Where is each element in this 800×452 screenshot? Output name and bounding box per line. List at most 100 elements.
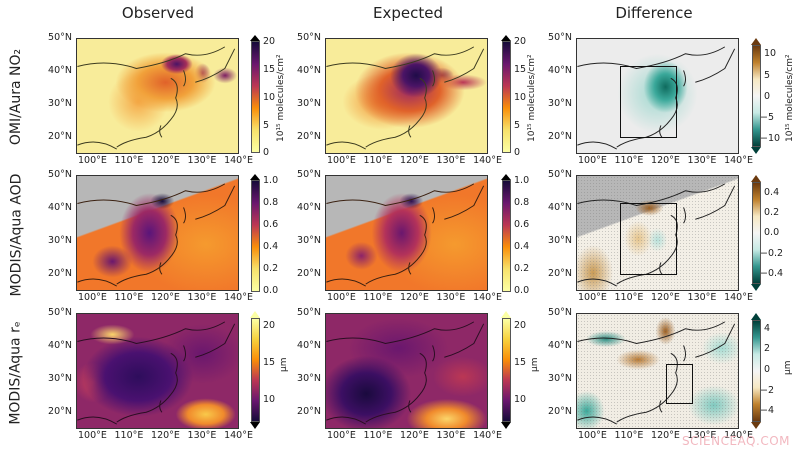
ytick: 50°N bbox=[297, 32, 321, 43]
colorbar-extend-arrow bbox=[501, 311, 511, 318]
cbar-tick: 0 bbox=[514, 147, 521, 158]
coastline-icon bbox=[577, 321, 736, 425]
colorbar-no2-difference bbox=[752, 45, 761, 147]
cbar-tick: 10 bbox=[263, 394, 276, 405]
map-no2-difference bbox=[576, 38, 739, 154]
cbar-tick: 20 bbox=[263, 320, 276, 331]
cbar-tick: 20 bbox=[514, 320, 527, 331]
colorbar-extend-arrow bbox=[751, 313, 761, 320]
ytick: 20°N bbox=[548, 131, 572, 142]
xticks: 100°E 110°E 120°E 130°E 140°E bbox=[327, 292, 502, 303]
region-box bbox=[620, 66, 677, 138]
colorbar-extend-arrow bbox=[250, 35, 260, 41]
ytick: 40°N bbox=[297, 65, 321, 76]
colorbar-extend-arrow bbox=[751, 422, 761, 429]
cbar-tick: 0.8 bbox=[263, 197, 279, 208]
cbar-tick: 1.0 bbox=[514, 175, 530, 186]
map-no2-expected bbox=[325, 38, 488, 154]
ytick: 20°N bbox=[48, 131, 72, 142]
ytick: 20°N bbox=[548, 406, 572, 417]
ytick: 30°N bbox=[48, 373, 72, 384]
significance-stipple bbox=[577, 314, 738, 428]
cbar-tick: 2 bbox=[764, 343, 771, 354]
coastline-icon bbox=[77, 183, 236, 287]
map-re-observed bbox=[76, 313, 239, 429]
colorbar-re-observed bbox=[251, 318, 260, 422]
colorbar-extend-arrow bbox=[751, 175, 761, 182]
coastline-icon bbox=[77, 321, 236, 425]
colorbar-extend-arrow bbox=[751, 147, 761, 154]
colorbar-re-difference bbox=[752, 320, 761, 422]
colorbar-extend-arrow bbox=[501, 35, 511, 41]
cbar-tick: 15 bbox=[514, 357, 527, 368]
cbar-tick: 20 bbox=[514, 36, 527, 47]
colorbar-label: μm bbox=[530, 357, 540, 373]
colorbar-extend-arrow bbox=[250, 422, 260, 429]
ytick: 40°N bbox=[548, 202, 572, 213]
row-label-aod: MODIS/Aqua AOD bbox=[8, 173, 24, 297]
cbar-tick: 0 bbox=[764, 91, 771, 102]
colorbar-extend-arrow bbox=[751, 38, 761, 45]
cbar-tick: 15 bbox=[263, 357, 276, 368]
map-aod-expected bbox=[325, 175, 488, 291]
cbar-tick: −5 bbox=[760, 112, 775, 123]
cbar-tick: 0.6 bbox=[263, 219, 279, 230]
xticks: 100°E 110°E 120°E 130°E 140°E bbox=[78, 155, 253, 166]
coastline-icon bbox=[326, 183, 485, 287]
ytick: 40°N bbox=[48, 65, 72, 76]
colorbar-aod-observed bbox=[251, 180, 260, 292]
cbar-tick: −2 bbox=[760, 385, 775, 396]
cbar-tick: 20 bbox=[263, 36, 276, 47]
coastline-icon bbox=[577, 183, 736, 287]
cbar-tick: 0.0 bbox=[514, 285, 530, 296]
ytick: 30°N bbox=[48, 235, 72, 246]
coastline-icon bbox=[577, 46, 736, 150]
cbar-tick: 0.2 bbox=[514, 263, 530, 274]
ytick: 20°N bbox=[48, 268, 72, 279]
cbar-tick: −10 bbox=[760, 133, 781, 144]
coastline-icon bbox=[326, 321, 485, 425]
coastline-icon bbox=[77, 46, 236, 150]
column-title-observed: Observed bbox=[121, 4, 195, 22]
colorbar-label: 10¹⁵ molecules/cm² bbox=[276, 54, 286, 142]
ytick: 50°N bbox=[297, 169, 321, 180]
row-label-no2: OMI/Aura NO₂ bbox=[8, 48, 25, 146]
cbar-tick: 10 bbox=[263, 92, 276, 103]
colorbar-extend-arrow bbox=[501, 422, 511, 429]
ytick: 30°N bbox=[297, 373, 321, 384]
map-aod-difference bbox=[576, 175, 739, 291]
map-re-expected bbox=[325, 313, 488, 429]
colorbar-label: 10¹⁵ molecules/cm² bbox=[785, 54, 795, 142]
ytick: 40°N bbox=[548, 65, 572, 76]
ytick: 50°N bbox=[48, 307, 72, 318]
region-box bbox=[620, 203, 677, 275]
cbar-tick: 0.4 bbox=[263, 241, 279, 252]
xticks: 100°E 110°E 120°E 130°E 140°E bbox=[578, 155, 753, 166]
colorbar-label: μm bbox=[279, 357, 289, 373]
ytick: 20°N bbox=[297, 406, 321, 417]
colorbar-no2-observed bbox=[251, 41, 260, 153]
ytick: 50°N bbox=[548, 307, 572, 318]
cbar-tick: 10 bbox=[764, 48, 777, 59]
cbar-tick: −4 bbox=[760, 405, 775, 416]
watermark: SCIENCEAQ.COM bbox=[682, 434, 790, 448]
ytick: 50°N bbox=[297, 307, 321, 318]
cbar-tick: 0.4 bbox=[514, 241, 530, 252]
cbar-tick: 0.0 bbox=[263, 285, 279, 296]
cbar-tick: 10 bbox=[514, 394, 527, 405]
cbar-tick: 5 bbox=[263, 120, 270, 131]
colorbar-aod-expected bbox=[502, 180, 511, 292]
cbar-tick: 10 bbox=[514, 92, 527, 103]
colorbar-extend-arrow bbox=[751, 284, 761, 291]
cbar-tick: 0.8 bbox=[514, 197, 530, 208]
cbar-tick: 15 bbox=[514, 64, 527, 75]
xticks: 100°E 110°E 120°E 130°E 140°E bbox=[78, 292, 253, 303]
cbar-tick: 1.0 bbox=[263, 175, 279, 186]
cbar-tick: 0.2 bbox=[263, 263, 279, 274]
colorbar-extend-arrow bbox=[250, 311, 260, 318]
ytick: 50°N bbox=[548, 169, 572, 180]
ytick: 50°N bbox=[48, 169, 72, 180]
colorbar-label: 10¹⁵ molecules/cm² bbox=[527, 54, 537, 142]
cbar-tick: 15 bbox=[263, 64, 276, 75]
xticks: 100°E 110°E 120°E 130°E 140°E bbox=[327, 430, 502, 441]
